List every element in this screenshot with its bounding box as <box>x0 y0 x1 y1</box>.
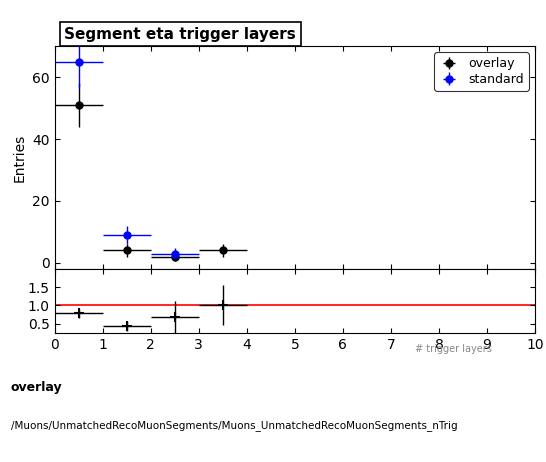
Text: Segment eta trigger layers: Segment eta trigger layers <box>64 27 296 42</box>
Legend: overlay, standard: overlay, standard <box>435 53 529 91</box>
Y-axis label: Entries: Entries <box>13 134 27 182</box>
Text: overlay: overlay <box>11 381 63 394</box>
Text: /Muons/UnmatchedRecoMuonSegments/Muons_UnmatchedRecoMuonSegments_nTrig: /Muons/UnmatchedRecoMuonSegments/Muons_U… <box>11 420 458 432</box>
Text: # trigger layers: # trigger layers <box>414 344 491 354</box>
